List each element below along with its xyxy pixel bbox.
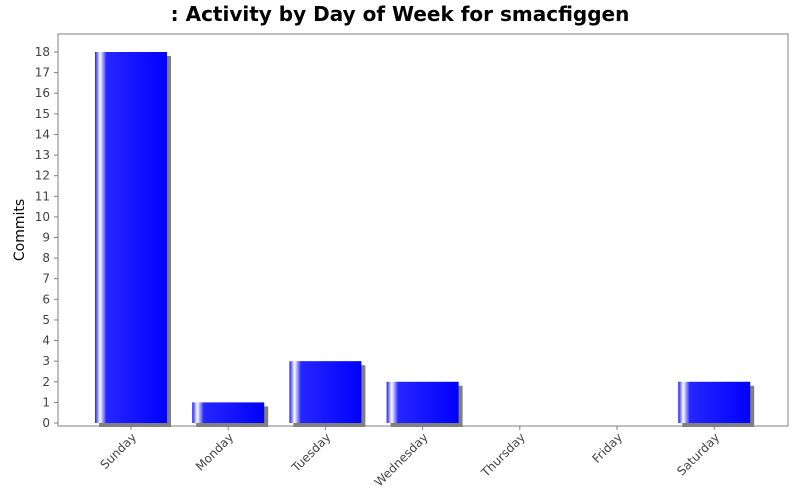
y-tick-label: 15 — [35, 107, 50, 121]
x-axis: Sunday Monday Tuesday Wednesday Thursday Frid… — [58, 425, 788, 489]
bar-monday — [192, 402, 265, 423]
y-tick-label: 14 — [35, 127, 50, 141]
bar-tuesday — [289, 361, 362, 423]
y-tick-label: 2 — [42, 375, 50, 389]
y-tick-label: 11 — [35, 189, 50, 203]
chart-title: : Activity by Day of Week for smacfiggen — [171, 2, 630, 26]
y-axis-label: Commits — [12, 199, 28, 261]
y-tick-label: 12 — [35, 169, 50, 183]
y-tick-label: 6 — [42, 292, 50, 306]
bar-wednesday — [386, 381, 459, 423]
y-tick-label: 18 — [35, 45, 50, 59]
y-tick-label: 13 — [35, 148, 50, 162]
x-tick-label-monday: Monday — [193, 430, 236, 473]
bar-series — [95, 52, 755, 427]
bar-saturday — [678, 381, 751, 423]
x-tick-label-friday: Friday — [590, 430, 626, 466]
y-tick-label: 9 — [42, 231, 50, 245]
x-tick-label-sunday: Sunday — [97, 430, 139, 472]
y-tick-label: 4 — [42, 334, 50, 348]
bar-sunday — [95, 52, 167, 423]
y-tick-label: 0 — [42, 416, 50, 430]
y-tick-label: 16 — [35, 86, 50, 100]
plot-area — [57, 33, 789, 427]
y-tick-label: 17 — [35, 66, 50, 80]
x-tick-label-saturday: Saturday — [674, 430, 722, 478]
y-tick-label: 10 — [35, 210, 50, 224]
x-tick-label-thursday: Thursday — [478, 430, 528, 480]
x-tick-label-tuesday: Tuesday — [288, 430, 333, 475]
y-tick-label: 8 — [42, 251, 50, 265]
y-tick-label: 1 — [42, 395, 50, 409]
y-tick-label: 5 — [42, 313, 50, 327]
x-tick-label-wednesday: Wednesday — [372, 430, 431, 489]
y-tick-label: 3 — [42, 354, 50, 368]
y-tick-label: 7 — [42, 272, 50, 286]
